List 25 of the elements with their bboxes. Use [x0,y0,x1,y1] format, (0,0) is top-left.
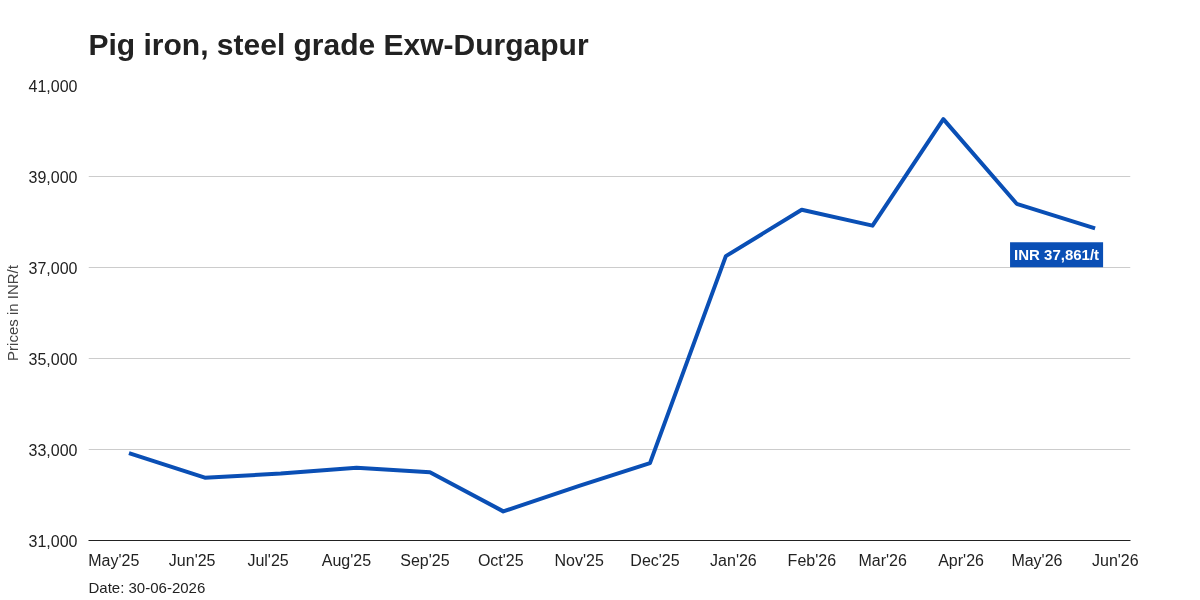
chart-title: Pig iron, steel grade Exw-Durgapur [88,27,589,61]
y-tick-label: 37,000 [28,259,78,277]
x-tick-label: Jun'25 [168,551,216,569]
x-tick-label: Mar'26 [858,551,907,569]
x-tick-label: Apr'26 [938,551,985,569]
x-tick-label: Aug'25 [321,551,372,569]
text: Date: 30-06-2026 [88,578,206,596]
y-tick-label: 35,000 [28,350,78,368]
x-tick-label: Sep'25 [400,551,450,569]
y-tick-label: 39,000 [28,168,78,186]
x-tick-label: Dec'25 [630,551,680,569]
x-tick-label: Jul'25 [247,551,289,569]
line-series [126,117,1098,514]
x-tick-label: May'25 [88,551,140,569]
y-tick-label: 33,000 [28,441,78,459]
x-tick-label: Oct'25 [477,551,524,569]
x-tick-label: May'26 [1011,551,1063,569]
x-tick-label: Feb'26 [787,551,837,569]
y-axis-title: Prices in INR/t [3,264,21,361]
y-tick-label: 41,000 [28,77,78,95]
y-tick-label: 31,000 [28,532,78,550]
annotation: INR 37,861/t [1014,246,1100,264]
x-tick-label: Jan'26 [710,551,757,569]
x-tick-label: Jun'26 [1092,551,1139,569]
x-tick-label: Nov'25 [554,551,604,569]
